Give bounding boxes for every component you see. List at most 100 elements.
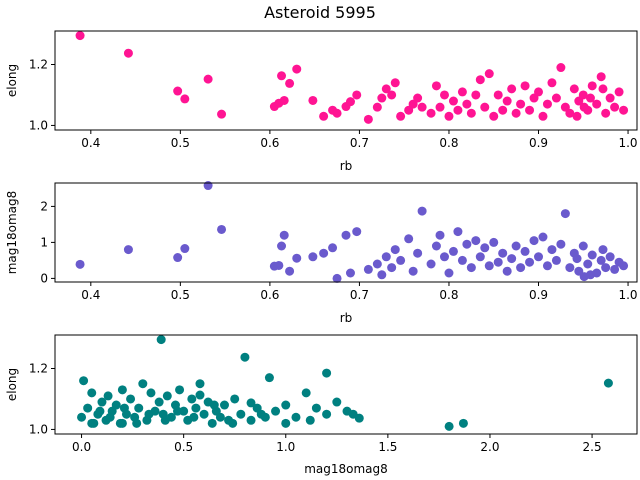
axes-frame (54, 30, 638, 131)
data-point (480, 102, 490, 112)
data-point (274, 260, 284, 270)
data-point (173, 253, 183, 263)
data-point (587, 81, 597, 91)
y-axis-label: elong (5, 64, 19, 97)
data-point (592, 99, 602, 109)
data-point (77, 412, 87, 422)
data-point (560, 209, 570, 219)
data-point (413, 93, 423, 103)
data-point (601, 108, 611, 118)
data-point (572, 254, 582, 264)
data-point (556, 239, 566, 249)
data-point (187, 394, 197, 404)
data-point (396, 111, 406, 121)
y-tick-label: 1.0 (29, 422, 48, 436)
data-point (466, 263, 476, 273)
data-point (341, 230, 351, 240)
data-point (605, 93, 615, 103)
data-point (377, 93, 387, 103)
data-point (507, 254, 517, 264)
data-point (123, 245, 133, 255)
data-point (619, 261, 629, 271)
data-point (162, 391, 172, 401)
data-point (156, 335, 166, 345)
data-point (332, 397, 342, 407)
data-point (493, 90, 503, 100)
data-point (134, 403, 144, 413)
data-point (264, 373, 274, 383)
data-point (381, 84, 391, 94)
data-point (219, 400, 229, 410)
x-tick-label: 2.5 (583, 440, 602, 454)
data-point (578, 241, 588, 251)
data-point (585, 93, 595, 103)
y-tick-label: 1 (40, 235, 48, 249)
data-point (332, 108, 342, 118)
y-tick-label: 2 (40, 199, 48, 213)
data-point (240, 352, 250, 362)
data-point (417, 102, 427, 112)
figure-title: Asteroid 5995 (264, 3, 376, 22)
data-point (565, 263, 575, 273)
data-point (285, 266, 295, 276)
data-point (126, 394, 136, 404)
data-point (228, 418, 238, 428)
data-point (471, 90, 481, 100)
panel-elong-vs-mag18omag8: 0.0 0.5 1.0 1.5 2.0 2.5 1.0 1.2 mag18omag8 elong (5, 334, 638, 476)
x-axis-label: rb (340, 311, 353, 325)
data-point (301, 388, 311, 398)
data-point (572, 111, 582, 121)
data-point (583, 259, 593, 269)
x-tick-label: 1.0 (618, 136, 637, 150)
data-point (396, 255, 406, 265)
data-point (610, 102, 620, 112)
data-point (95, 406, 105, 416)
data-point (322, 409, 332, 419)
data-point (601, 263, 611, 273)
data-point (256, 409, 266, 419)
y-tick-label: 1.2 (29, 362, 48, 376)
data-point (439, 90, 449, 100)
data-point (352, 227, 362, 237)
data-point (471, 236, 481, 246)
data-point (587, 250, 597, 260)
data-point (444, 268, 454, 278)
data-point (413, 248, 423, 258)
data-point (105, 412, 115, 422)
data-point (311, 403, 321, 413)
data-point (180, 94, 190, 104)
data-point (279, 95, 289, 105)
data-point (195, 390, 205, 400)
data-point (516, 99, 526, 109)
data-point (462, 99, 472, 109)
data-point (502, 266, 512, 276)
axes-frame (54, 334, 638, 435)
x-tick-label: 0.8 (439, 136, 458, 150)
data-point (154, 397, 164, 407)
data-point (103, 391, 113, 401)
data-point (345, 97, 355, 107)
data-point (83, 403, 93, 413)
data-point (404, 234, 414, 244)
data-point (542, 99, 552, 109)
y-tick-label: 0 (40, 271, 48, 285)
data-point (319, 248, 329, 258)
data-point (308, 95, 318, 105)
data-point (542, 261, 552, 271)
data-point (598, 245, 608, 255)
x-tick-label: 1.5 (378, 440, 397, 454)
panel-elong-vs-rb: 0.4 0.5 0.6 0.7 0.8 0.9 1.0 1.0 1.2 rb elong (5, 30, 638, 173)
data-point (502, 96, 512, 106)
data-point (525, 257, 535, 267)
data-point (569, 84, 579, 94)
data-point (352, 90, 362, 100)
data-point (319, 111, 329, 121)
data-point (279, 230, 289, 240)
x-tick-label: 0.7 (350, 288, 369, 302)
data-point (144, 409, 154, 419)
data-point (610, 264, 620, 274)
data-point (579, 272, 589, 282)
data-point (97, 397, 107, 407)
data-point (390, 245, 400, 255)
data-point (484, 69, 494, 79)
